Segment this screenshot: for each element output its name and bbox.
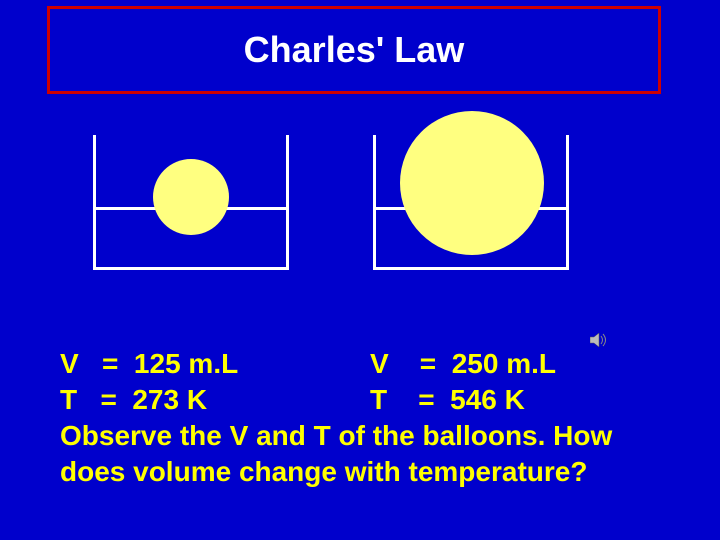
observation-line1: Observe the V and T of the balloons. How — [60, 420, 612, 452]
v1-label: V = 125 m.L — [60, 348, 238, 380]
title-text: Charles' Law — [244, 29, 465, 71]
observation-line2: does volume change with temperature? — [60, 456, 587, 488]
balloon-large — [400, 111, 544, 255]
speaker-icon — [590, 332, 610, 348]
t2-label: T = 546 K — [370, 384, 525, 416]
t1-label: T = 273 K — [60, 384, 207, 416]
v2-label: V = 250 m.L — [370, 348, 556, 380]
title-box: Charles' Law — [47, 6, 661, 94]
balloon-small — [153, 159, 229, 235]
